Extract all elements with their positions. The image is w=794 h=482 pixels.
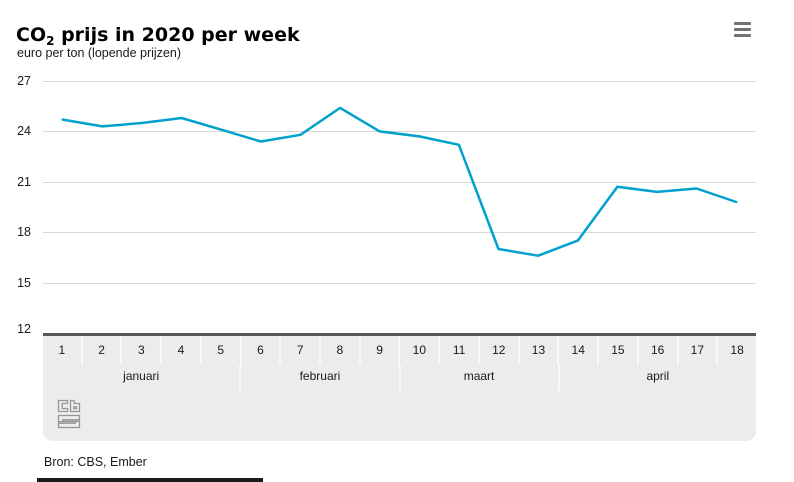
week-cell: 14 bbox=[559, 336, 600, 365]
month-label-row: januari februari maart april bbox=[43, 365, 756, 391]
month-cell: januari bbox=[43, 365, 242, 391]
week-cell: 16 bbox=[639, 336, 679, 365]
y-axis-tick-label: 24 bbox=[17, 124, 31, 139]
source-text: Bron: CBS, Ember bbox=[44, 455, 147, 469]
week-cell: 9 bbox=[361, 336, 401, 365]
unit-label: euro per ton (lopende prijzen) bbox=[17, 46, 181, 60]
month-cell: april bbox=[646, 369, 670, 383]
y-axis-tick-label: 15 bbox=[17, 275, 31, 290]
week-cell: 17 bbox=[679, 336, 719, 365]
title-co: CO bbox=[16, 23, 47, 46]
week-number-row: 1 2 3 4 5 6 7 8 9 10 11 12 13 14 15 16 17 18 bbox=[43, 336, 756, 365]
month-cell: februari bbox=[241, 365, 401, 391]
y-gridline bbox=[43, 181, 756, 183]
week-cell: 12 bbox=[480, 336, 520, 365]
week-cell: 2 bbox=[83, 336, 123, 365]
cutoff-footer-bar bbox=[37, 478, 263, 482]
week-axis-table: 1 2 3 4 5 6 7 8 9 10 11 12 13 14 15 16 17 18 januari febru… bbox=[43, 333, 756, 441]
y-gridline bbox=[43, 282, 756, 284]
y-axis-tick-label: 21 bbox=[17, 174, 31, 189]
week-cell: 11 bbox=[440, 336, 480, 365]
cbs-logo-icon bbox=[57, 399, 81, 434]
title-subscript-2: 2 bbox=[46, 33, 55, 48]
week-cell: 6 bbox=[242, 336, 282, 365]
hamburger-menu-icon[interactable] bbox=[734, 22, 751, 37]
hamburger-bar bbox=[734, 28, 751, 31]
y-axis-tick-label: 12 bbox=[17, 322, 31, 336]
hamburger-bar bbox=[734, 34, 751, 37]
y-axis-tick-label: 18 bbox=[17, 225, 31, 240]
title-rest: prijs in 2020 per week bbox=[54, 23, 300, 46]
week-cell: 15 bbox=[599, 336, 639, 365]
week-cell: 13 bbox=[520, 336, 560, 365]
y-gridline bbox=[43, 131, 756, 133]
y-gridline bbox=[43, 81, 756, 82]
week-cell: 1 bbox=[43, 336, 83, 365]
week-cell: 10 bbox=[400, 336, 441, 365]
y-axis-tick-label: 27 bbox=[17, 74, 31, 88]
week-cell: 7 bbox=[281, 336, 322, 365]
month-cell: maart bbox=[401, 365, 560, 391]
y-gridline bbox=[43, 232, 756, 234]
week-cell: 3 bbox=[122, 336, 163, 365]
week-cell: 4 bbox=[162, 336, 202, 365]
hamburger-bar bbox=[734, 22, 751, 25]
week-cell: 8 bbox=[321, 336, 361, 365]
week-cell: 5 bbox=[202, 336, 242, 365]
page-title: CO2 prijs in 2020 per week bbox=[16, 24, 300, 48]
week-cell: 18 bbox=[730, 343, 744, 357]
